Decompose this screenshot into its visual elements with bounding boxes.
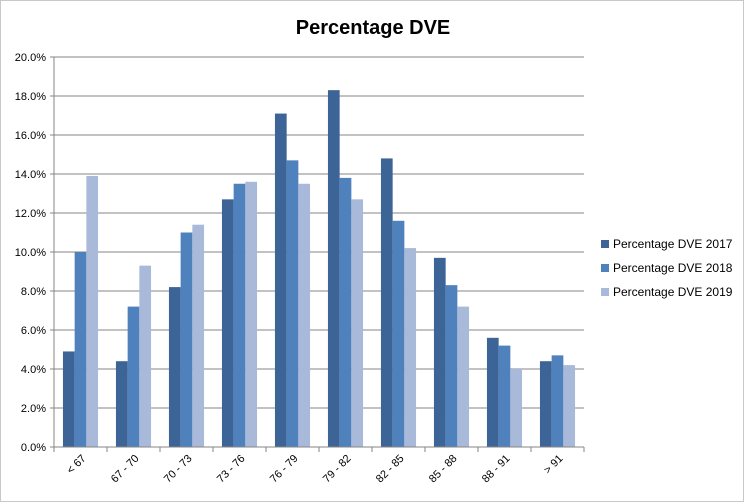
bar: [233, 183, 246, 447]
bar: [62, 351, 75, 447]
bar: [563, 365, 576, 447]
bar: [286, 160, 299, 447]
x-tick-label: 82 - 85: [374, 453, 407, 486]
bar: [392, 220, 405, 447]
x-tick-label: 67 - 70: [109, 453, 142, 486]
bar: [404, 248, 417, 447]
y-tick-label: 4.0%: [21, 364, 46, 376]
x-tick-label: 70 - 73: [162, 453, 195, 486]
bar: [498, 345, 511, 447]
legend-label: Percentage DVE 2019: [613, 285, 733, 299]
legend-label: Percentage DVE 2018: [613, 261, 733, 275]
bar: [86, 175, 99, 447]
bars: [62, 90, 576, 448]
bar: [127, 306, 140, 447]
bar: [192, 224, 205, 447]
legend: Percentage DVE 2017 Percentage DVE 2018 Pe…: [601, 237, 733, 299]
bar: [221, 199, 234, 447]
bar: [551, 355, 564, 447]
axes: [50, 56, 585, 452]
x-tick-label: 88 - 91: [480, 453, 513, 486]
legend-label: Percentage DVE 2017: [613, 237, 733, 251]
bar: [510, 369, 523, 447]
legend-swatch: [601, 240, 609, 248]
bar: [298, 183, 311, 447]
x-tick-label: > 91: [542, 453, 566, 477]
y-tick-label: 14.0%: [15, 169, 46, 181]
y-tick-label: 2.0%: [21, 403, 46, 415]
y-tick-label: 10.0%: [15, 247, 46, 259]
bar: [327, 90, 340, 448]
y-tick-label: 20.0%: [15, 52, 46, 64]
bar: [339, 177, 352, 447]
bar: [245, 181, 258, 448]
x-tick-label: 73 - 76: [215, 453, 248, 486]
x-tick-label: < 67: [65, 453, 89, 477]
bar: [115, 361, 128, 447]
bar: [433, 257, 446, 447]
bar: [274, 113, 287, 448]
y-tick-label: 0.0%: [21, 442, 46, 454]
x-tick-labels: < 67 67 - 70 70 - 73 73 - 76 76 - 79 79 - 82 8…: [65, 453, 566, 486]
y-tick-label: 18.0%: [15, 91, 46, 103]
x-tick-label: 85 - 88: [427, 453, 460, 486]
bar: [539, 361, 552, 447]
bar: [168, 287, 181, 447]
bar: [380, 158, 393, 447]
y-tick-label: 8.0%: [21, 286, 46, 298]
chart-title: Percentage DVE: [296, 17, 451, 39]
legend-swatch: [601, 288, 609, 296]
x-tick-label: 76 - 79: [268, 453, 301, 486]
bar: [74, 252, 87, 447]
y-tick-labels: 0.0% 2.0% 4.0% 6.0% 8.0% 10.0% 12.0% 14.0% 16.0%…: [15, 52, 46, 454]
bar: [486, 337, 499, 447]
bar: [445, 285, 458, 447]
y-tick-label: 16.0%: [15, 130, 46, 142]
y-tick-label: 6.0%: [21, 325, 46, 337]
bar: [180, 232, 193, 447]
x-tick-label: 79 - 82: [321, 453, 354, 486]
bar: [351, 199, 364, 447]
y-tick-label: 12.0%: [15, 208, 46, 220]
bar: [139, 265, 152, 447]
bar: [457, 306, 470, 447]
legend-swatch: [601, 264, 609, 272]
